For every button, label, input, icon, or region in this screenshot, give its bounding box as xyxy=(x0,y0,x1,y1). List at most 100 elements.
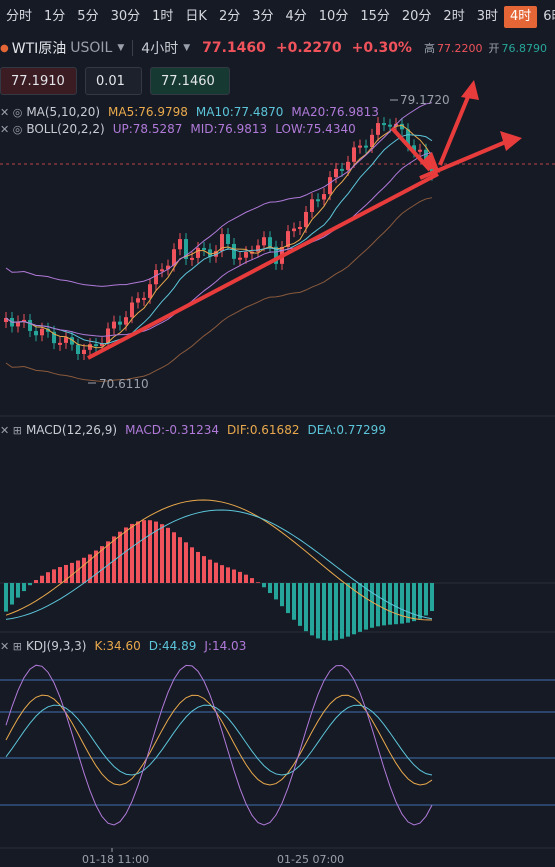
macd-bar xyxy=(214,562,218,583)
tab-15[interactable]: 6时 xyxy=(543,9,555,24)
macd-bar xyxy=(358,583,362,632)
tab-5[interactable]: 日K xyxy=(185,9,207,24)
candle-body xyxy=(238,257,242,260)
macd-bar xyxy=(160,524,164,583)
tab-2[interactable]: 5分 xyxy=(77,9,99,24)
macd-bar xyxy=(328,583,332,641)
kdj-settings-icon[interactable]: ✕ ⊞ xyxy=(0,639,22,653)
macd-bar xyxy=(424,583,428,616)
boll-lower-line xyxy=(5,197,433,382)
symbol-name[interactable]: WTI原油 xyxy=(11,41,67,57)
time-axis-label: 01-18 11:00 xyxy=(82,853,149,866)
tab-12[interactable]: 2时 xyxy=(443,9,465,24)
tab-10[interactable]: 15分 xyxy=(360,9,390,24)
macd-bar xyxy=(16,583,20,598)
candle-body xyxy=(124,317,128,325)
tab-6[interactable]: 2分 xyxy=(218,9,241,24)
candle-body xyxy=(214,251,218,257)
ma10-value: MA10:77.4870 xyxy=(195,105,284,119)
macd-bar xyxy=(34,580,38,583)
candle-body xyxy=(256,245,260,252)
timeframe-dropdown-icon[interactable]: ▼ xyxy=(183,43,191,53)
macd-bar xyxy=(322,583,326,641)
macd-bar xyxy=(88,554,92,583)
symbol-dropdown-icon[interactable]: ▼ xyxy=(117,43,125,53)
candle-body xyxy=(148,284,152,298)
tab-11[interactable]: 20分 xyxy=(401,9,432,24)
tab-0[interactable]: 分时 xyxy=(6,9,33,24)
k-line xyxy=(5,694,433,786)
macd-bar xyxy=(220,565,224,583)
tab-14[interactable]: 4时 xyxy=(503,6,538,28)
last-price: 77.1460 xyxy=(202,40,266,56)
candle-body xyxy=(34,330,38,336)
macd-bar xyxy=(262,583,266,588)
candle-body xyxy=(196,247,200,258)
high-value: 77.2200 xyxy=(436,41,483,55)
candle-body xyxy=(46,328,50,332)
quantity-field[interactable]: 0.01 xyxy=(85,67,142,95)
candle-body xyxy=(316,199,320,202)
symbol-code[interactable]: USOIL xyxy=(70,40,113,56)
macd-bar xyxy=(418,583,422,619)
macd-name[interactable]: MACD(12,26,9) xyxy=(25,423,118,437)
kdj-name[interactable]: KDJ(9,3,3) xyxy=(25,639,87,653)
tab-8[interactable]: 4分 xyxy=(285,9,307,24)
buy-price-field[interactable]: 77.1460 xyxy=(150,67,230,95)
macd-bar xyxy=(352,583,356,635)
macd-bar xyxy=(46,572,50,583)
ma-legend: ✕ ◎ MA(5,10,20) MA5:76.9798 MA10:77.4870… xyxy=(0,104,379,120)
tab-7[interactable]: 3分 xyxy=(252,9,274,24)
candle-body xyxy=(334,168,338,178)
macd-bar xyxy=(256,582,260,583)
collapse-icon[interactable]: ✕ ◎ xyxy=(0,122,23,136)
candle-body xyxy=(340,168,344,171)
macd-bar xyxy=(190,547,194,583)
sell-price-field[interactable]: 77.1910 xyxy=(0,67,77,95)
macd-bar xyxy=(166,527,170,583)
candle-body xyxy=(280,246,284,264)
macd-settings-icon[interactable]: ✕ ⊞ xyxy=(0,423,22,437)
ma20-line xyxy=(5,152,433,337)
candle-body xyxy=(58,342,62,345)
price-change: +0.2270 xyxy=(275,40,342,56)
tab-13[interactable]: 3时 xyxy=(476,9,498,24)
price-change-percent: +0.30% xyxy=(351,40,412,56)
collapse-icon[interactable]: ✕ ◎ xyxy=(0,105,23,119)
macd-bar xyxy=(196,551,200,583)
macd-bar xyxy=(304,583,308,632)
macd-bar xyxy=(136,521,140,583)
tab-9[interactable]: 10分 xyxy=(318,9,349,24)
tab-3[interactable]: 30分 xyxy=(110,9,141,24)
symbol-dot-icon: ● xyxy=(0,42,9,54)
candle-body xyxy=(16,321,20,327)
candle-body xyxy=(184,239,188,260)
candle-body xyxy=(178,239,182,250)
high-label: 高 xyxy=(423,42,435,55)
candle-body xyxy=(382,123,386,126)
macd-bar xyxy=(388,583,392,625)
candle-body xyxy=(106,328,110,344)
tab-1[interactable]: 1分 xyxy=(44,9,66,24)
ma5-value: MA5:76.9798 xyxy=(108,105,188,119)
candle-body xyxy=(208,249,212,257)
boll-name[interactable]: BOLL(20,2,2) xyxy=(26,122,105,136)
time-axis-label: 01-25 07:00 xyxy=(277,853,344,866)
ma-name[interactable]: MA(5,10,20) xyxy=(26,105,101,119)
candle-body xyxy=(394,123,398,126)
k-value: K:34.60 xyxy=(94,639,141,653)
macd-bar xyxy=(106,541,110,583)
macd-bar xyxy=(130,523,134,583)
divider xyxy=(132,40,134,56)
macd-bar xyxy=(382,583,386,626)
macd-bar xyxy=(22,583,26,592)
timeframe-selector[interactable]: 4小时 xyxy=(141,41,179,57)
arrow-down xyxy=(390,126,432,172)
dif-line xyxy=(5,499,433,621)
candle-body xyxy=(352,147,356,162)
macd-bar xyxy=(370,583,374,628)
tab-4[interactable]: 1时 xyxy=(152,9,174,24)
macd-bar xyxy=(28,583,32,586)
candle-body xyxy=(376,123,380,135)
candle-body xyxy=(172,249,176,266)
